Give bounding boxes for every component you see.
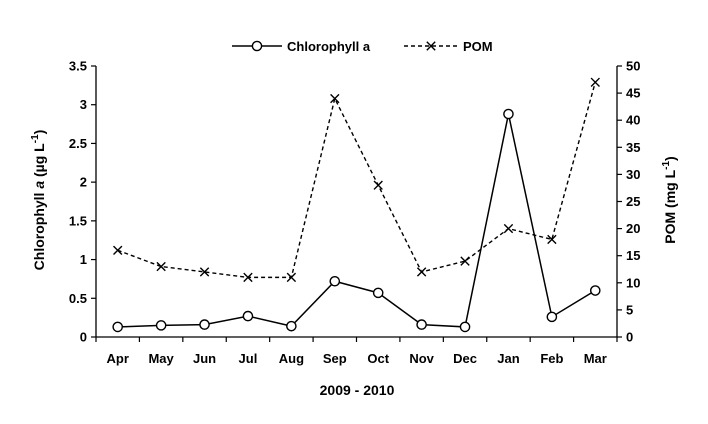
chlorophyll-point-marker <box>372 287 384 299</box>
y-left-tick-label: 0 <box>80 330 87 345</box>
x-tick-label: Mar <box>584 351 607 366</box>
x-tick-label: Dec <box>453 351 477 366</box>
y-axis-right-title: POM (mg L-1) <box>661 156 678 243</box>
legend-chlorophyll-marker <box>251 40 263 52</box>
pom-point-marker <box>330 93 340 104</box>
x-tick-label: Feb <box>540 351 563 366</box>
pom-point-marker <box>156 261 166 272</box>
x-tick-label: Aug <box>279 351 304 366</box>
pom-point-marker <box>286 272 297 283</box>
y-left-tick-label: 0.5 <box>69 291 87 306</box>
chlorophyll-point-marker <box>155 320 167 331</box>
y-right-tick-label: 45 <box>626 86 640 101</box>
legend: Chlorophyll a POM <box>232 39 493 54</box>
x-tick-label: Nov <box>409 351 434 366</box>
y-left-tick-label: 3.5 <box>69 59 87 74</box>
y-right-tick-label: 50 <box>626 59 640 74</box>
y-right-tick-label: 30 <box>626 167 640 182</box>
y-left-tick-label: 2 <box>80 175 87 190</box>
y-left-tick-label: 3 <box>80 97 87 112</box>
pom-point-marker <box>547 234 557 245</box>
y-right-tick-label: 15 <box>626 248 640 263</box>
x-tick-label: Sep <box>323 351 347 366</box>
pom-point-marker <box>503 223 514 234</box>
y-right-tick-label: 40 <box>626 113 640 128</box>
axes: 0 0.5 1 1.5 2 2.5 3 3.5 0 5 10 15 20 25 30 35 40 45 50 Apr M… <box>69 59 641 367</box>
y-right-tick-label: 20 <box>626 221 640 236</box>
chlorophyll-point-marker <box>546 311 558 323</box>
series-layer <box>112 77 601 333</box>
y-left-tick-label: 2.5 <box>69 136 87 151</box>
chlorophyll-point-marker <box>286 320 297 332</box>
y-right-tick-label: 0 <box>626 330 633 345</box>
y-axis-left-title: Chlorophyll a (µg L-1) <box>30 130 47 271</box>
pom-series-line <box>117 82 596 279</box>
legend-pom-label: POM <box>463 39 493 54</box>
y-right-tick-label: 5 <box>626 302 633 317</box>
x-tick-label: May <box>148 351 174 366</box>
y-right-tick-label: 25 <box>626 194 640 209</box>
pom-point-marker <box>460 256 470 266</box>
y-left-tick-label: 1 <box>80 252 87 267</box>
pom-point-marker <box>243 272 253 283</box>
chlorophyll-point-marker <box>416 319 427 330</box>
x-tick-label: Apr <box>107 351 129 366</box>
chlorophyll-series-line <box>117 113 596 328</box>
chlorophyll-point-marker <box>199 319 210 330</box>
x-tick-label: Jul <box>239 351 258 366</box>
chlorophyll-point-marker <box>459 321 471 333</box>
pom-point-marker <box>590 77 600 87</box>
x-tick-label: Jun <box>193 351 216 366</box>
y-right-tick-label: 35 <box>626 140 640 155</box>
chlorophyll-point-marker <box>503 108 514 120</box>
y-left-tick-label: 1.5 <box>69 213 87 228</box>
pom-point-marker <box>199 267 210 277</box>
chlorophyll-point-marker <box>112 321 124 333</box>
pom-point-marker <box>373 180 383 190</box>
y-right-tick-label: 10 <box>626 275 640 290</box>
pom-point-marker <box>416 267 427 277</box>
chlorophyll-point-marker <box>242 310 254 322</box>
x-tick-label: Jan <box>497 351 519 366</box>
legend-chlorophyll-label: Chlorophyll a <box>287 39 371 54</box>
x-axis-title: 2009 - 2010 <box>320 382 395 398</box>
pom-point-marker <box>113 245 123 255</box>
legend-pom-marker <box>426 41 436 51</box>
x-tick-label: Oct <box>367 351 389 366</box>
chlorophyll-point-marker <box>329 275 341 287</box>
chlorophyll-point-marker <box>589 285 601 296</box>
